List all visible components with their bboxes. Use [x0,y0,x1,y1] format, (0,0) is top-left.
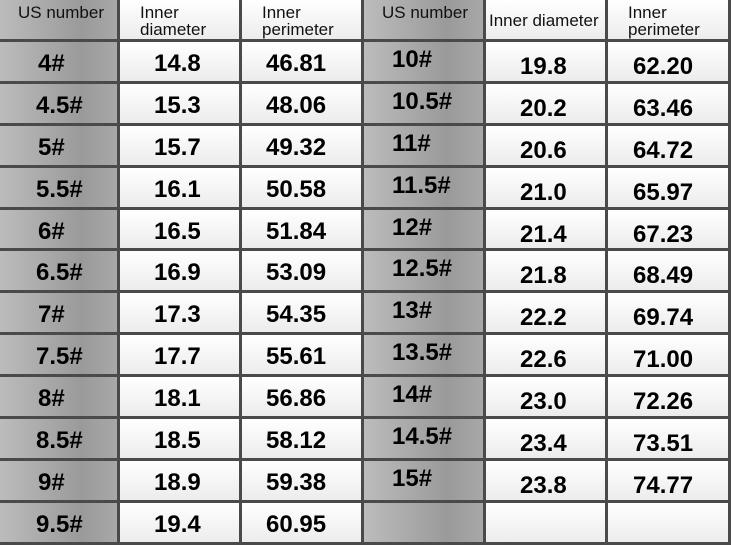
cell-inner-diameter: 21.0 [486,167,608,210]
cell-inner-perimeter: 53.09 [242,251,364,294]
cell-us-number: 13# [364,293,486,336]
cell-inner-diameter: 20.2 [486,83,608,126]
cell-us-number: 11# [364,125,486,168]
cell-us-number: 9# [0,460,120,503]
cell-inner-perimeter: 49.32 [242,125,364,168]
cell-inner-diameter: 18.9 [120,460,242,503]
cell-us-number: 14.5# [364,419,486,461]
header-inner-perimeter: Inner perimeter [242,0,364,42]
cell-inner-perimeter: 54.35 [242,293,364,336]
cell-inner-diameter: 16.9 [120,251,242,294]
cell-inner-diameter: 21.4 [486,209,608,252]
cell-us-number: 7# [0,293,120,336]
cell-us-number: 5# [0,125,120,168]
cell-inner-perimeter: 62.20 [608,42,731,84]
cell-inner-perimeter: 65.97 [608,167,731,210]
cell-inner-diameter: 22.6 [486,335,608,378]
header-inner-diameter: Inner diameter [486,0,608,42]
cell-inner-perimeter: 73.51 [608,419,731,461]
cell-inner-perimeter: 50.58 [242,167,364,210]
cell-inner-perimeter: 74.77 [608,460,731,503]
cell-us-number: 6# [0,209,120,252]
cell-inner-perimeter [608,502,731,545]
cell-inner-perimeter: 59.38 [242,460,364,503]
cell-us-number: 8.5# [0,419,120,461]
cell-us-number: 9.5# [0,502,120,545]
cell-inner-diameter: 23.0 [486,377,608,420]
cell-inner-diameter [486,502,608,545]
cell-us-number: 11.5# [364,167,486,210]
cell-inner-diameter: 15.3 [120,83,242,126]
cell-us-number: 8# [0,377,120,420]
cell-inner-perimeter: 72.26 [608,377,731,420]
cell-inner-perimeter: 51.84 [242,209,364,252]
cell-inner-diameter: 18.5 [120,419,242,461]
cell-us-number: 14# [364,377,486,420]
cell-inner-diameter: 15.7 [120,125,242,168]
cell-inner-perimeter: 58.12 [242,419,364,461]
cell-inner-diameter: 17.7 [120,335,242,378]
cell-us-number: 15# [364,460,486,503]
cell-us-number: 10.5# [364,83,486,126]
cell-us-number: 4# [0,42,120,84]
cell-us-number: 12.5# [364,251,486,294]
cell-inner-perimeter: 68.49 [608,251,731,294]
cell-inner-perimeter: 46.81 [242,42,364,84]
cell-inner-perimeter: 64.72 [608,125,731,168]
cell-inner-perimeter: 56.86 [242,377,364,420]
cell-inner-diameter: 23.8 [486,460,608,503]
cell-inner-perimeter: 60.95 [242,502,364,545]
header-inner-diameter: Inner diameter [120,0,242,42]
cell-inner-diameter: 20.6 [486,125,608,168]
cell-us-number: 6.5# [0,251,120,294]
header-inner-perimeter: Inner perimeter [608,0,731,42]
cell-inner-perimeter: 71.00 [608,335,731,378]
cell-us-number: 7.5# [0,335,120,378]
header-us-number: US number [0,0,120,42]
cell-inner-diameter: 22.2 [486,293,608,336]
cell-inner-perimeter: 63.46 [608,83,731,126]
cell-inner-diameter: 14.8 [120,42,242,84]
cell-inner-diameter: 16.1 [120,167,242,210]
cell-us-number: 12# [364,209,486,252]
cell-inner-diameter: 23.4 [486,419,608,461]
cell-us-number: 5.5# [0,167,120,210]
cell-us-number: 10# [364,42,486,84]
cell-inner-diameter: 16.5 [120,209,242,252]
cell-inner-diameter: 21.8 [486,251,608,294]
cell-inner-diameter: 19.4 [120,502,242,545]
cell-inner-diameter: 18.1 [120,377,242,420]
cell-inner-perimeter: 48.06 [242,83,364,126]
cell-inner-diameter: 17.3 [120,293,242,336]
cell-inner-perimeter: 69.74 [608,293,731,336]
cell-us-number: 13.5# [364,335,486,378]
cell-inner-diameter: 19.8 [486,42,608,84]
header-us-number: US number [364,0,486,42]
cell-us-number [364,502,486,545]
cell-inner-perimeter: 67.23 [608,209,731,252]
cell-inner-perimeter: 55.61 [242,335,364,378]
cell-us-number: 4.5# [0,83,120,126]
